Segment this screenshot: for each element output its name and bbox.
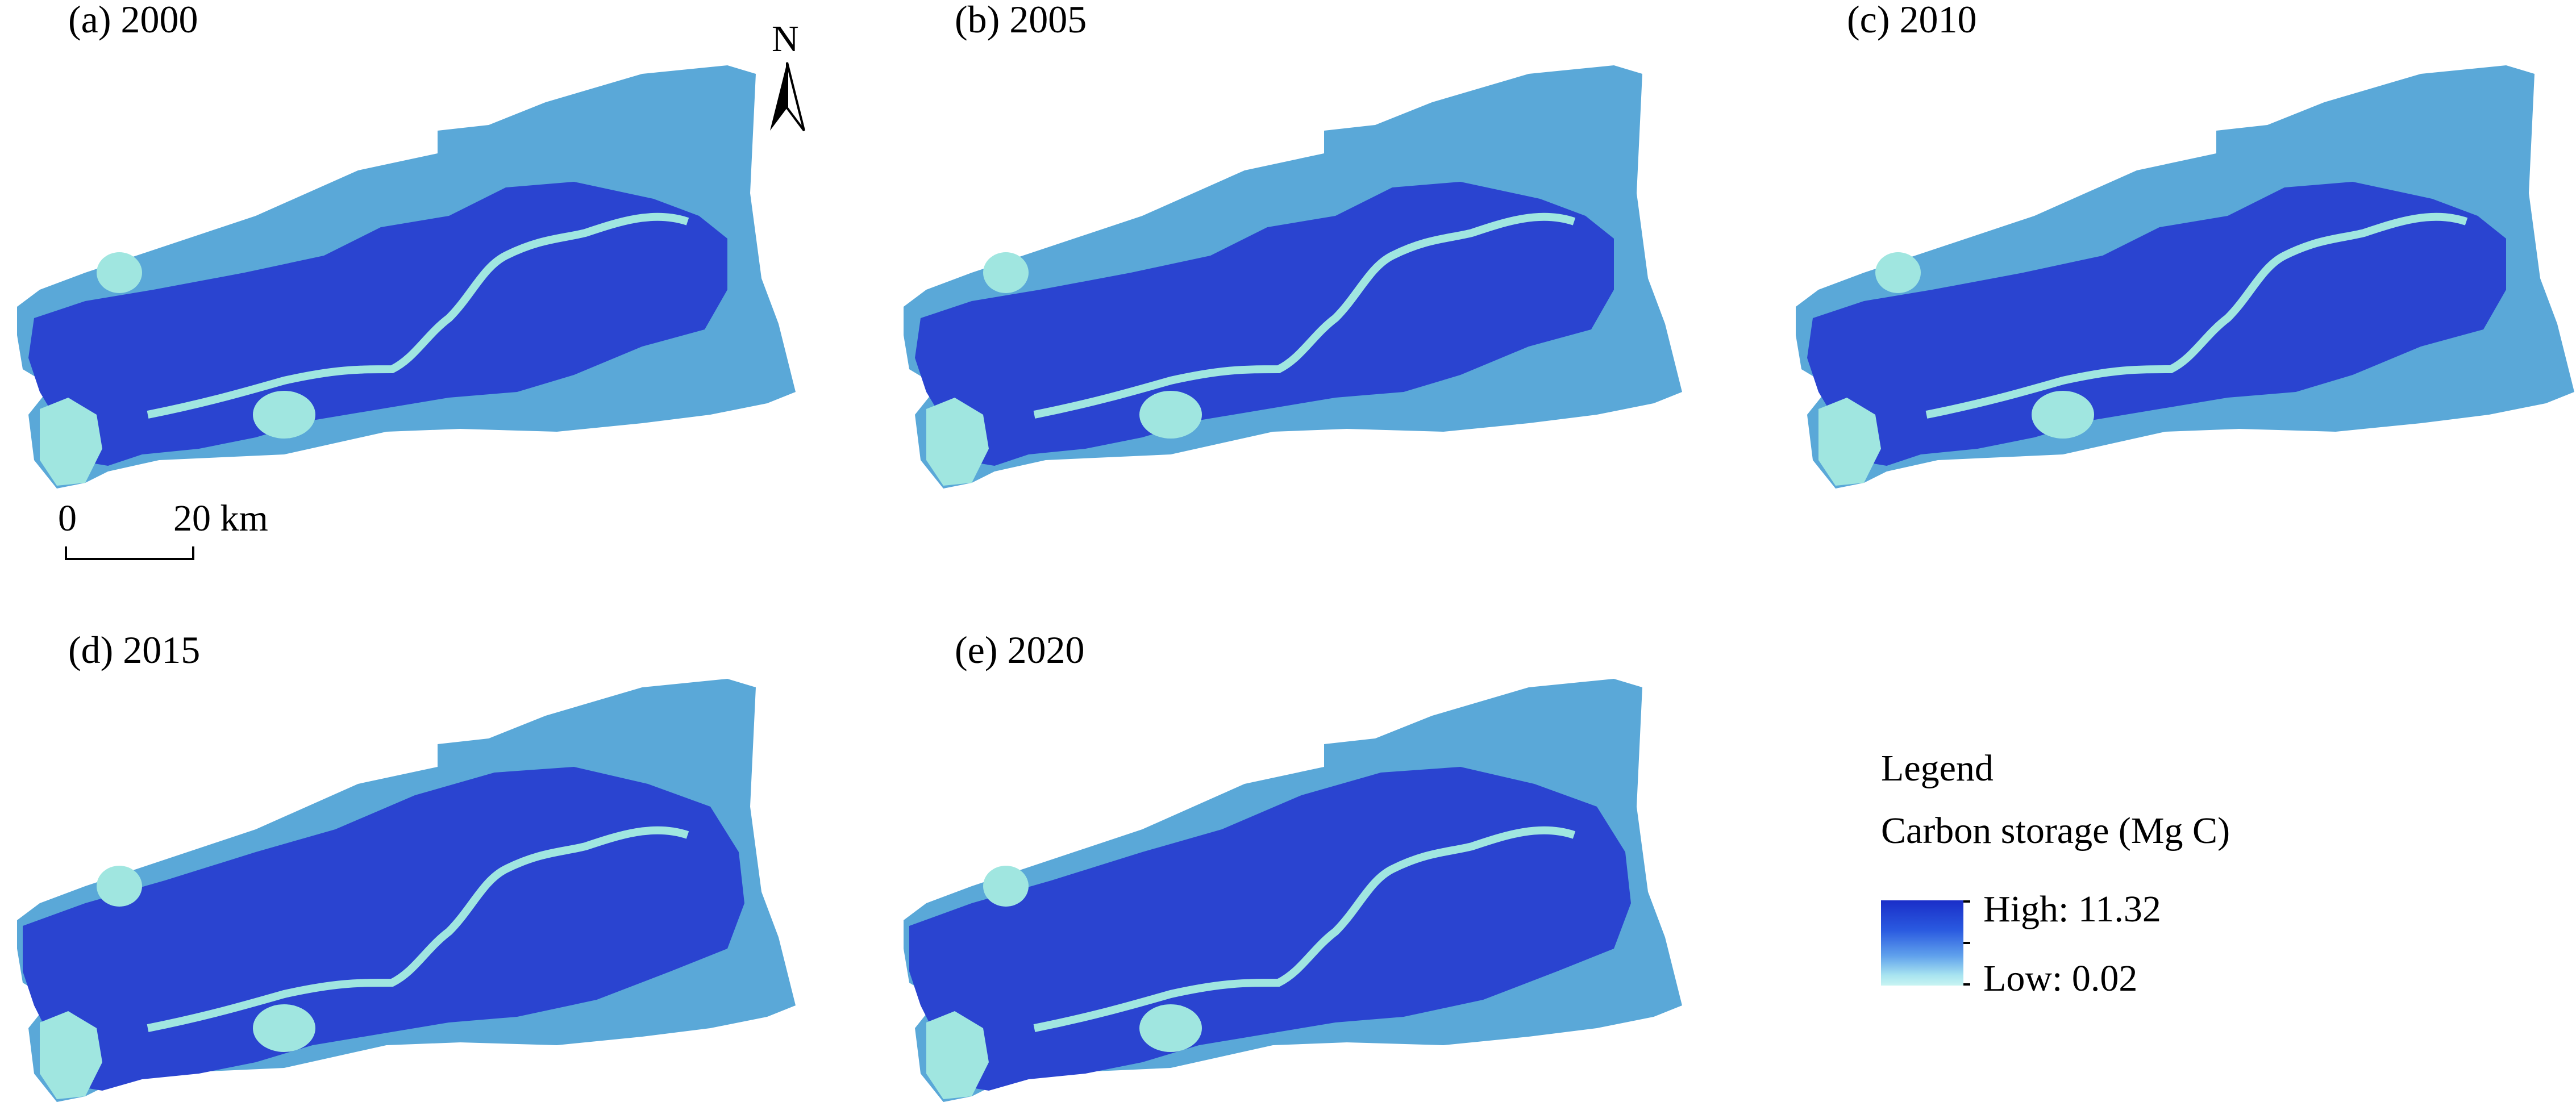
carbon-storage-map [17, 665, 830, 1102]
panel-title: (c) 2010 [1847, 0, 1977, 41]
panel-title: (e) 2020 [955, 628, 1085, 671]
carbon-storage-map [904, 51, 1716, 489]
map-panel-2010: (c) 2010 [1796, 0, 2576, 466]
scale-start-label: 0 [58, 498, 77, 539]
north-label: N [772, 18, 799, 60]
legend-color-ramp [1881, 900, 1963, 986]
legend-high-label: High: 11.32 [1983, 888, 2161, 930]
scale-end-label: 20 km [173, 498, 268, 539]
legend-title: Legend [1881, 748, 1994, 789]
map-panel-2000: (a) 2000 N 0 20 km [17, 0, 830, 560]
legend-low-label: Low: 0.02 [1983, 958, 2138, 999]
legend-tick [1963, 942, 1970, 944]
legend-tick [1963, 900, 1970, 903]
panel-title: (d) 2015 [68, 628, 201, 671]
carbon-storage-map [1796, 51, 2576, 489]
scale-line [65, 546, 194, 560]
scale-bar: 0 20 km [51, 500, 301, 579]
map-panel-2020: (e) 2020 [904, 631, 1716, 1096]
legend-tick [1963, 983, 1970, 986]
legend: Legend Carbon storage (Mg C) High: 11.32… [1881, 748, 2449, 997]
carbon-storage-map [904, 665, 1716, 1102]
carbon-storage-map [17, 51, 830, 489]
legend-subtitle: Carbon storage (Mg C) [1881, 810, 2230, 851]
panel-title: (b) 2005 [955, 0, 1087, 41]
panel-title: (a) 2000 [68, 0, 198, 41]
map-panel-2015: (d) 2015 [17, 631, 830, 1096]
north-arrow-icon [770, 62, 805, 132]
map-panel-2005: (b) 2005 [904, 0, 1716, 466]
